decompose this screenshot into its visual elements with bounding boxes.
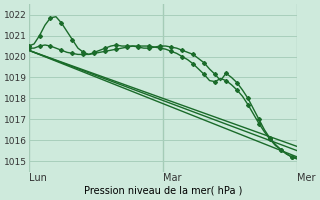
- X-axis label: Pression niveau de la mer( hPa ): Pression niveau de la mer( hPa ): [84, 186, 242, 196]
